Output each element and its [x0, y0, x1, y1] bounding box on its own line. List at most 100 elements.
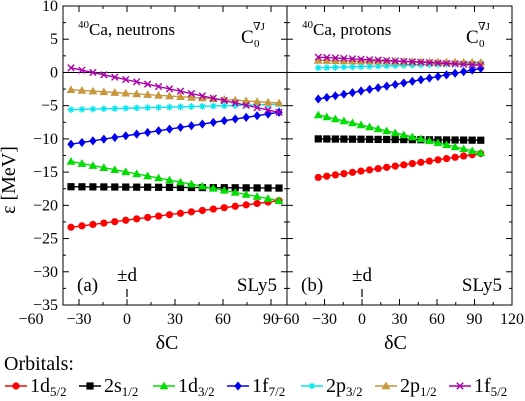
data-point	[477, 61, 485, 69]
data-point	[339, 116, 349, 125]
data-point	[231, 114, 239, 124]
x-tick-label: −30	[312, 311, 337, 328]
data-point	[314, 94, 322, 104]
data-point	[434, 156, 442, 164]
data-point	[252, 97, 262, 105]
data-point	[198, 102, 206, 110]
data-point	[209, 102, 217, 110]
data-point	[330, 114, 340, 123]
data-point	[348, 118, 357, 127]
data-point	[383, 62, 391, 70]
pm-d-label: ±d	[117, 265, 137, 286]
data-point	[340, 63, 348, 71]
data-point	[78, 222, 86, 230]
data-point	[348, 56, 357, 65]
x-tick-label: −30	[66, 311, 91, 328]
functional-label: C	[466, 27, 479, 48]
x-tick-label: 60	[215, 311, 231, 328]
series-1d3-2	[66, 157, 284, 204]
data-point	[241, 190, 251, 198]
legend-marker	[381, 381, 391, 390]
data-point	[231, 99, 239, 107]
data-point	[349, 63, 356, 71]
data-point	[467, 57, 477, 66]
data-point	[433, 138, 443, 147]
data-point	[122, 131, 130, 141]
data-point	[365, 166, 374, 174]
data-point	[391, 57, 399, 65]
data-point	[460, 136, 468, 144]
series-line	[70, 67, 280, 113]
data-point	[417, 75, 425, 85]
data-point	[197, 93, 207, 102]
y-tick-label: −20	[33, 197, 58, 214]
x-tick-label: −60	[18, 311, 43, 328]
data-point	[391, 162, 399, 170]
data-point	[220, 102, 228, 110]
data-point	[154, 212, 163, 220]
data-point	[451, 153, 459, 161]
pm-d-label: ±d	[352, 265, 372, 286]
data-point	[348, 55, 357, 63]
data-point	[242, 201, 250, 209]
data-point	[416, 57, 426, 66]
legend-label: 1d3/2	[178, 375, 215, 399]
data-point	[111, 73, 119, 81]
data-point	[208, 183, 218, 192]
data-point	[253, 184, 261, 192]
series-1d5-2	[314, 149, 485, 182]
data-point	[143, 90, 153, 98]
data-point	[89, 105, 97, 113]
data-point	[357, 135, 365, 143]
data-point	[197, 181, 207, 190]
data-point	[340, 170, 348, 178]
data-point	[220, 96, 228, 105]
data-point	[89, 220, 97, 229]
data-point	[66, 157, 76, 165]
legend-label-main: 1d	[178, 375, 198, 397]
data-point	[67, 106, 75, 114]
data-point	[78, 137, 86, 148]
data-point	[451, 60, 459, 68]
header-text: Ca, neutrons	[89, 20, 175, 39]
legend-label-sub: 5/2	[50, 384, 67, 399]
data-point	[165, 211, 174, 219]
legend-label-sub: 3/2	[198, 384, 215, 399]
data-point	[459, 67, 468, 77]
data-point	[122, 75, 130, 84]
data-point	[122, 216, 130, 224]
data-point	[408, 58, 417, 66]
legend-entry-1f-7-2: 1f7/2	[227, 375, 285, 399]
data-point	[187, 93, 196, 101]
data-point	[357, 55, 365, 63]
data-point	[165, 85, 174, 93]
data-point	[374, 83, 382, 93]
data-point	[313, 110, 323, 119]
data-point	[253, 199, 261, 208]
x-axis-label: δC	[384, 332, 407, 354]
data-point	[67, 223, 75, 231]
data-point	[144, 183, 152, 191]
data-point	[365, 55, 374, 64]
data-point	[220, 116, 228, 126]
plot-frame	[62, 5, 288, 306]
data-point	[89, 68, 97, 77]
data-point	[348, 87, 357, 98]
data-point	[382, 81, 391, 91]
data-point	[133, 129, 141, 139]
data-point	[177, 103, 184, 111]
data-point	[340, 89, 348, 99]
data-point	[176, 122, 185, 133]
data-point	[198, 119, 207, 129]
data-point	[100, 219, 108, 227]
data-point	[425, 136, 434, 145]
legend-label-sub: 1/2	[420, 384, 437, 399]
data-point	[242, 184, 250, 192]
data-point	[176, 87, 185, 95]
functional-label: C	[241, 27, 254, 48]
data-point	[425, 73, 434, 83]
data-point	[99, 163, 109, 171]
data-point	[357, 86, 365, 96]
data-point	[89, 136, 97, 146]
